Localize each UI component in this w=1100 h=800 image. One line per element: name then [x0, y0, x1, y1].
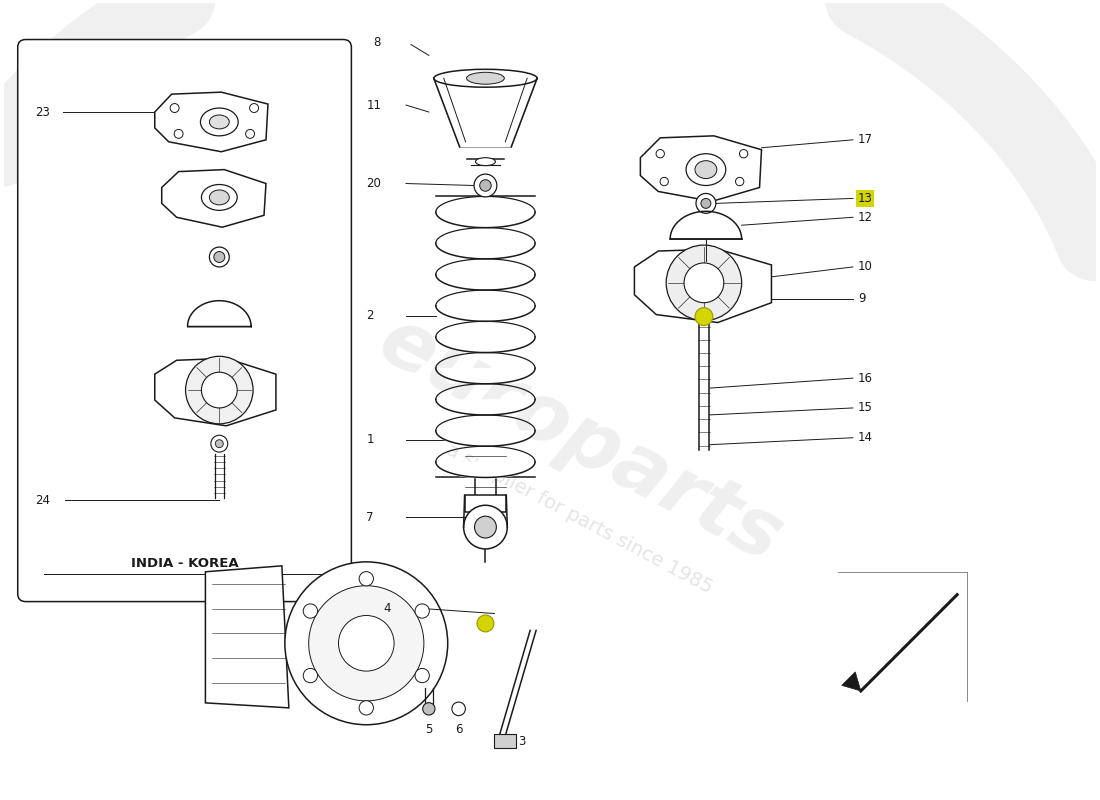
Text: 24: 24	[35, 494, 51, 506]
Circle shape	[213, 251, 224, 262]
Ellipse shape	[201, 185, 238, 210]
Text: 20: 20	[366, 177, 382, 190]
Polygon shape	[640, 136, 761, 202]
Circle shape	[480, 180, 492, 191]
Polygon shape	[635, 249, 771, 322]
Circle shape	[186, 356, 253, 424]
Circle shape	[415, 604, 429, 618]
Text: 3: 3	[518, 735, 526, 748]
Text: 1: 1	[366, 434, 374, 446]
Circle shape	[474, 516, 496, 538]
Polygon shape	[670, 211, 741, 239]
Text: a supplier for parts since 1985: a supplier for parts since 1985	[443, 441, 716, 598]
Ellipse shape	[433, 70, 537, 87]
Circle shape	[245, 130, 254, 138]
Text: 6: 6	[455, 723, 462, 736]
Ellipse shape	[466, 72, 504, 84]
Text: 7: 7	[366, 510, 374, 524]
Ellipse shape	[695, 161, 717, 178]
Circle shape	[696, 194, 716, 214]
Text: 8: 8	[373, 36, 381, 49]
Text: europarts: europarts	[365, 301, 794, 578]
Circle shape	[656, 150, 664, 158]
Circle shape	[452, 702, 465, 715]
Circle shape	[216, 440, 223, 448]
Circle shape	[359, 571, 373, 586]
Text: 17: 17	[858, 134, 872, 146]
Circle shape	[170, 103, 179, 113]
Ellipse shape	[686, 154, 726, 186]
Polygon shape	[155, 92, 268, 152]
Circle shape	[474, 174, 497, 197]
Polygon shape	[155, 358, 276, 426]
Text: 10: 10	[858, 261, 872, 274]
Text: 9: 9	[858, 292, 866, 306]
Circle shape	[285, 562, 448, 725]
Ellipse shape	[200, 108, 239, 136]
Circle shape	[211, 435, 228, 452]
Text: 23: 23	[35, 106, 51, 118]
Circle shape	[701, 198, 711, 208]
Circle shape	[359, 701, 373, 715]
Polygon shape	[206, 566, 289, 708]
Polygon shape	[187, 301, 251, 326]
Ellipse shape	[209, 115, 229, 129]
Circle shape	[684, 263, 724, 302]
Circle shape	[667, 245, 741, 321]
Ellipse shape	[475, 158, 495, 166]
Text: 4: 4	[383, 602, 390, 615]
Ellipse shape	[209, 190, 229, 205]
Polygon shape	[433, 78, 537, 146]
Text: 13: 13	[858, 192, 872, 205]
Circle shape	[209, 247, 229, 267]
Circle shape	[736, 178, 744, 186]
Polygon shape	[842, 672, 861, 691]
Bar	[464, 495, 506, 512]
Text: 12: 12	[858, 210, 872, 224]
Circle shape	[309, 586, 424, 701]
Bar	[494, 734, 516, 747]
Circle shape	[422, 702, 435, 715]
Text: 15: 15	[858, 402, 872, 414]
Circle shape	[304, 669, 318, 682]
Circle shape	[739, 150, 748, 158]
Text: 16: 16	[858, 372, 872, 385]
Circle shape	[660, 178, 669, 186]
Text: 11: 11	[366, 98, 382, 111]
Circle shape	[304, 604, 318, 618]
Text: 2: 2	[366, 309, 374, 322]
Circle shape	[174, 130, 183, 138]
Text: INDIA - KOREA: INDIA - KOREA	[131, 558, 239, 570]
Circle shape	[339, 615, 394, 671]
Circle shape	[695, 308, 713, 326]
Circle shape	[463, 506, 507, 549]
Circle shape	[415, 669, 429, 682]
FancyBboxPatch shape	[18, 39, 351, 602]
Polygon shape	[162, 170, 266, 227]
Circle shape	[477, 615, 494, 632]
Circle shape	[201, 372, 238, 408]
Text: 5: 5	[426, 723, 432, 736]
Text: 14: 14	[858, 431, 872, 444]
Circle shape	[250, 103, 258, 113]
